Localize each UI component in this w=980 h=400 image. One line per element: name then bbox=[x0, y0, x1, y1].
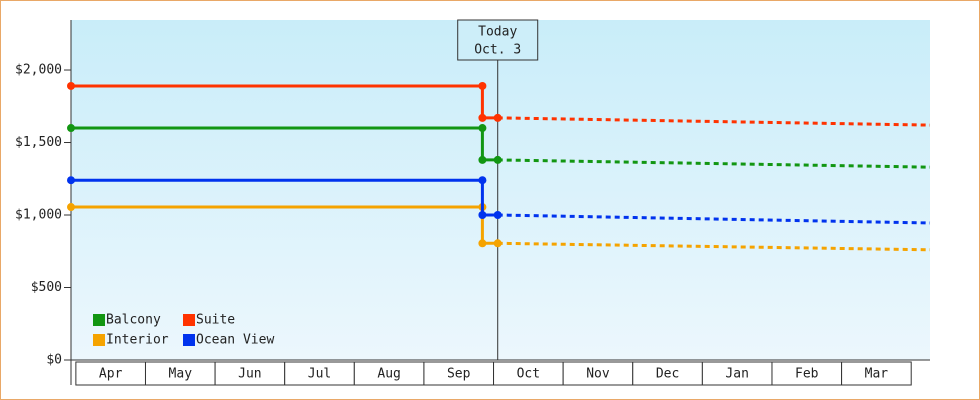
legend-label: Balcony bbox=[106, 313, 161, 328]
point bbox=[67, 124, 75, 133]
x-tick-label: Dec bbox=[656, 367, 679, 382]
x-tick-cell bbox=[841, 361, 912, 386]
x-tick-label: Apr bbox=[99, 367, 123, 382]
point bbox=[493, 211, 502, 220]
legend-swatch bbox=[183, 334, 195, 346]
x-tick-label: Nov bbox=[586, 367, 610, 382]
point bbox=[493, 113, 502, 122]
x-tick-label: May bbox=[169, 367, 193, 382]
point bbox=[478, 155, 487, 164]
x-tick-label: Aug bbox=[377, 367, 400, 382]
series-line bbox=[71, 84, 498, 120]
point bbox=[478, 113, 487, 122]
point bbox=[478, 239, 487, 248]
point bbox=[478, 211, 487, 220]
legend-label: Ocean View bbox=[196, 333, 274, 348]
point bbox=[478, 81, 487, 90]
x-tick-label: Feb bbox=[795, 367, 819, 382]
series-line bbox=[71, 126, 498, 162]
legend-label: Interior bbox=[106, 333, 169, 348]
forecast-line bbox=[497, 213, 931, 225]
y-tick-label: $1,500 bbox=[15, 135, 62, 150]
x-tick-label: Oct bbox=[517, 367, 540, 382]
point bbox=[478, 176, 487, 185]
today-label: Today bbox=[478, 25, 517, 40]
series-line bbox=[71, 205, 498, 245]
plot-area bbox=[71, 20, 930, 360]
x-tick-label: Sep bbox=[447, 367, 471, 382]
point bbox=[478, 124, 487, 133]
x-tick-label: Jul bbox=[308, 367, 331, 382]
point bbox=[67, 203, 75, 212]
y-tick-label: $2,000 bbox=[15, 63, 62, 78]
point bbox=[493, 239, 502, 248]
x-tick-label: Jan bbox=[725, 367, 748, 382]
forecast-line bbox=[497, 116, 931, 127]
y-tick-label: $500 bbox=[31, 280, 62, 295]
legend-swatch bbox=[93, 334, 105, 346]
legend-label: Suite bbox=[196, 313, 235, 328]
point bbox=[67, 81, 75, 90]
today-label: Oct. 3 bbox=[474, 43, 521, 58]
x-tick-label: Mar bbox=[865, 367, 889, 382]
forecast-line bbox=[497, 158, 931, 169]
series-line bbox=[71, 178, 498, 217]
point bbox=[67, 176, 75, 185]
today-box bbox=[457, 19, 539, 61]
x-tick-label: Jun bbox=[238, 367, 261, 382]
y-tick-label: $0 bbox=[46, 353, 62, 368]
y-tick-label: $1,000 bbox=[15, 208, 62, 223]
legend-swatch bbox=[183, 314, 195, 326]
forecast-line bbox=[497, 241, 931, 252]
legend-swatch bbox=[93, 314, 105, 326]
point bbox=[493, 155, 502, 164]
